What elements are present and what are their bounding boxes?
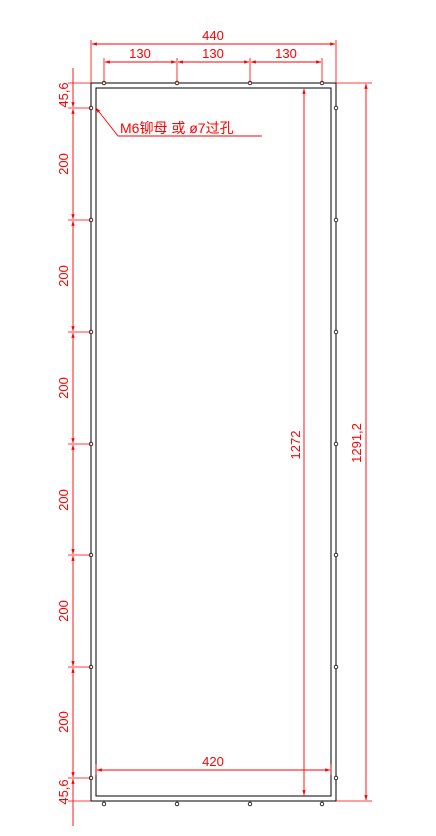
dim-vertical-pitch-label-6: 200 <box>56 711 71 733</box>
dim-offset-bottom-label: 45,6 <box>56 779 71 804</box>
extension-lines <box>68 40 372 802</box>
dim-pitch-label-1: 130 <box>129 46 151 61</box>
hole-note-leader <box>95 107 262 137</box>
dim-vertical-pitch-label-4: 200 <box>56 489 71 511</box>
dim-offset-top-label: 45,6 <box>56 82 71 107</box>
dim-pitch-label-2: 130 <box>202 46 224 61</box>
panel-inner-outline <box>95 87 332 797</box>
dim-inner-height-label: 1272 <box>288 431 303 460</box>
hole-note-text: M6铆母 或 ø7过孔 <box>120 120 234 136</box>
dim-pitch-label-3: 130 <box>275 46 297 61</box>
dimension-lines <box>71 42 368 826</box>
dim-vertical-pitch-label-3: 200 <box>56 377 71 399</box>
dim-inner-width-label: 420 <box>202 754 224 769</box>
dim-overall-height-label: 1291,2 <box>349 423 364 463</box>
dim-vertical-pitch-label-5: 200 <box>56 600 71 622</box>
dim-overall-width-label: 440 <box>202 28 224 43</box>
dim-vertical-pitch-label-2: 200 <box>56 265 71 287</box>
dim-vertical-pitch-label-1: 200 <box>56 153 71 175</box>
